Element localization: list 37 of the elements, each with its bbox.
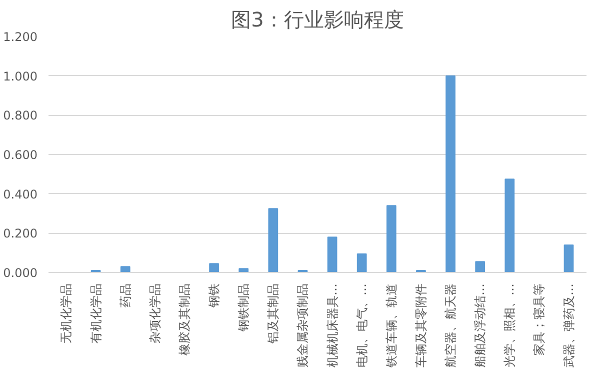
x-tick-label: 铁道车辆、轨道 (384, 284, 398, 368)
y-tick-label: 0.000 (3, 266, 38, 280)
x-tick-label: 电机、电气、… (354, 284, 369, 368)
x-tick-label: 航空器、航天器 (444, 284, 458, 368)
x-tick-label: 光学、照相、… (502, 284, 517, 368)
x-tick-label: 钢铁制品 (236, 284, 251, 332)
y-tick-label: 0.800 (3, 108, 38, 123)
x-tick-label: 车辆及其零附件 (414, 284, 428, 368)
x-tick-label: 铝及其制品 (266, 284, 280, 344)
x-tick-label: 船舶及浮动结… (473, 284, 488, 368)
x-tick-label: 药品 (118, 284, 132, 308)
y-tick-label: 0.600 (3, 148, 38, 162)
y-tick-label: 0.400 (3, 187, 38, 202)
bar (475, 261, 486, 272)
x-tick-label: 贱金属杂项制品 (296, 284, 310, 368)
x-tick-label: 武器、弹药及… (562, 284, 576, 368)
bar (209, 263, 219, 272)
bar (120, 266, 130, 272)
x-tick-label: 机械机床器具… (325, 284, 340, 368)
x-tick-label: 钢铁 (207, 284, 222, 308)
y-tick-label: 1.200 (3, 30, 38, 44)
y-tick-label: 0.200 (3, 226, 38, 241)
y-tick-label: 1.000 (3, 69, 38, 84)
x-tick-label: 家具；寝具等 (532, 284, 546, 356)
x-tick-label: 有机化学品 (88, 284, 103, 344)
x-tick-label: 杂项化学品 (148, 284, 162, 344)
bar (238, 268, 249, 272)
bar (268, 208, 278, 272)
bar (446, 75, 456, 272)
bar (504, 178, 515, 272)
x-tick-label: 橡胶及其制品 (177, 284, 192, 356)
chart-title: 图3：行业影响程度 (231, 8, 404, 32)
bar (386, 205, 396, 272)
bar (564, 244, 574, 272)
bar (327, 236, 338, 272)
x-tick-label: 无机化学品 (59, 284, 74, 344)
bar (356, 253, 367, 272)
